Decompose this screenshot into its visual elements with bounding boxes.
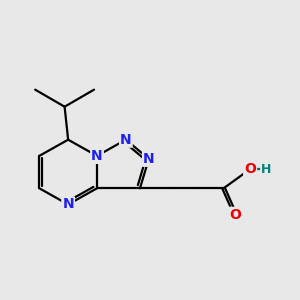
Text: H: H xyxy=(261,163,272,176)
Text: N: N xyxy=(143,152,154,166)
Text: O: O xyxy=(244,162,256,176)
Text: N: N xyxy=(91,149,103,163)
Text: N: N xyxy=(62,197,74,212)
Text: O: O xyxy=(230,208,241,222)
Text: N: N xyxy=(120,133,132,147)
